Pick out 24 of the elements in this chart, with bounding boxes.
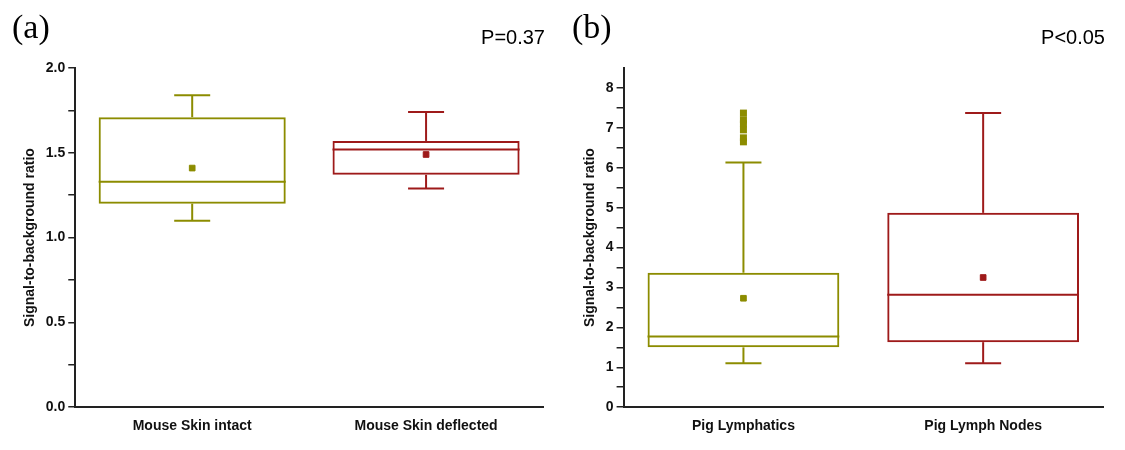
y-tick-label: 2.0 bbox=[45, 58, 66, 75]
y-tick-label: 7 bbox=[605, 118, 614, 135]
text: P=0.37 bbox=[481, 25, 545, 48]
y-tick-label: 0.5 bbox=[45, 313, 66, 330]
y-tick-label: 1 bbox=[605, 358, 614, 375]
y-tick-label: 2 bbox=[605, 318, 614, 335]
y-axis-title: Signal-to-background ratio bbox=[21, 148, 38, 328]
x-tick-label: Pig Lymph Nodes bbox=[924, 417, 1043, 434]
y-tick-label: 6 bbox=[605, 158, 614, 175]
y-tick-label: 5 bbox=[605, 198, 614, 215]
y-tick-label: 1.0 bbox=[45, 228, 66, 245]
y-axis-title: Signal-to-background ratio bbox=[581, 148, 598, 328]
y-tick-label: 3 bbox=[605, 278, 614, 295]
x-tick-label: Pig Lymphatics bbox=[691, 417, 796, 434]
y-tick-label: 4 bbox=[605, 238, 614, 255]
y-tick-label: 8 bbox=[605, 78, 614, 95]
y-tick-label: 1.5 bbox=[45, 143, 66, 160]
x-tick-label: Mouse Skin deflected bbox=[354, 417, 498, 434]
y-tick-label: 0 bbox=[605, 398, 614, 415]
y-tick-label: 0.0 bbox=[45, 398, 66, 415]
text: (b) bbox=[572, 7, 612, 46]
text: P<0.05 bbox=[1041, 25, 1105, 48]
x-tick-label: Mouse Skin intact bbox=[132, 417, 253, 434]
text: (a) bbox=[12, 7, 50, 46]
